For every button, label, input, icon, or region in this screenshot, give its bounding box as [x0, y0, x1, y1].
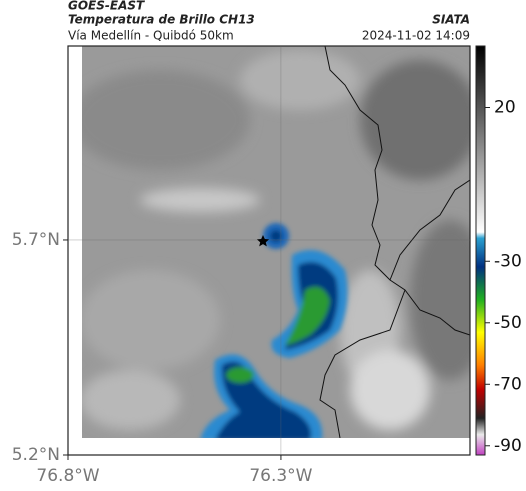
y-tick-label: 5.2°N: [12, 445, 60, 465]
satellite-label: GOES-EAST: [68, 0, 145, 13]
colorbar-tick-label: -50: [494, 313, 522, 333]
station-marker: [256, 235, 270, 247]
colorbar-tick-label: -70: [494, 374, 522, 394]
source: SIATA: [432, 13, 470, 27]
x-tick-label: 76.8°W: [36, 466, 99, 486]
title: Temperatura de Brillo CH13: [68, 13, 255, 27]
colorbar-tick-label: -90: [494, 436, 522, 456]
map-frame: [67, 45, 471, 456]
colorbar-tick-label: 20: [494, 98, 516, 118]
subtitle: Vía Medellín - Quibdó 50km: [68, 29, 234, 43]
satellite-image: [82, 46, 470, 438]
x-tick-label: 76.3°W: [249, 466, 312, 486]
y-tick-label: 5.7°N: [12, 230, 60, 250]
timestamp: 2024-11-02 14:09: [362, 29, 470, 43]
colorbar-tick-label: -30: [494, 251, 522, 271]
colorbar: [475, 45, 486, 456]
